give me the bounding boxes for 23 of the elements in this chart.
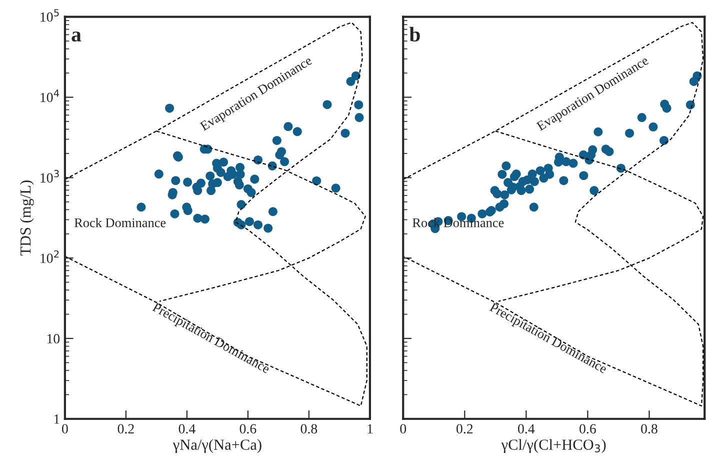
y-tick-label: 10	[47, 334, 60, 344]
annotation: Rock Dominance	[74, 218, 166, 228]
x-tick-label: 0.6	[580, 424, 596, 434]
x-tick-label: 0.6	[240, 424, 256, 434]
y-tick-label: 10$^{2}$	[40, 250, 59, 263]
y-tick-label: 1	[54, 414, 60, 424]
x-tick-label: 0.4	[518, 424, 535, 434]
x-tick-label: 0	[400, 424, 406, 434]
y-tick-label: 10$^{5}$	[40, 9, 59, 22]
x-tick-label: 0	[62, 424, 68, 434]
y-tick-label: 10$^{3}$	[40, 170, 59, 183]
chart-title: b	[409, 26, 420, 42]
x-axis-title: γNa/γ(Na+Ca)	[172, 439, 262, 453]
y-tick-label: 10$^{4}$	[40, 90, 60, 102]
x-axis-title: γCl/γ(Cl+HCO$_{3}$)	[501, 439, 606, 453]
x-tick-label: 1	[368, 424, 373, 434]
y-axis-title: TDS (mg/L)	[20, 180, 34, 256]
x-tick-label: 0.2	[118, 424, 134, 434]
x-tick-label: 0.8	[641, 424, 658, 434]
x-tick-label: 0.4	[178, 424, 196, 434]
chart-title: a	[72, 32, 82, 42]
x-tick-label: 0.8	[300, 424, 318, 434]
x-tick-label: 0.2	[456, 424, 473, 434]
